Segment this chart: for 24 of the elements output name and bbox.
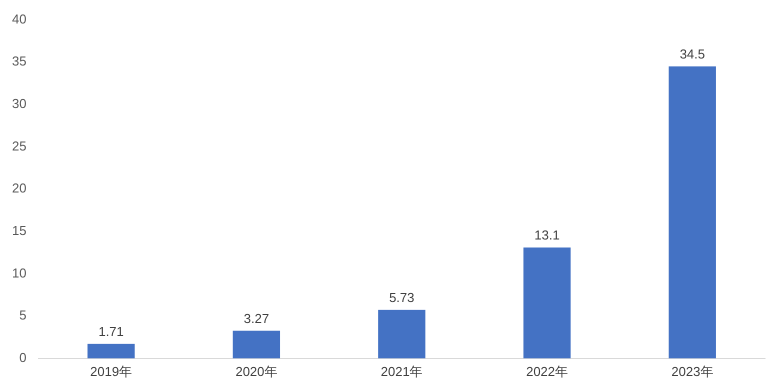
- x-tick-label: 2021年: [380, 364, 423, 379]
- data-label: 13.1: [534, 228, 560, 243]
- bar: [523, 248, 571, 358]
- data-label: 34.5: [680, 46, 705, 62]
- bar: [88, 344, 135, 358]
- data-label: 1.71: [98, 324, 124, 340]
- bar: [378, 310, 426, 358]
- y-tick-label: 0: [19, 350, 26, 365]
- y-tick-label: 5: [19, 308, 26, 323]
- y-tick-label: 10: [12, 265, 26, 280]
- x-tick-label: 2022年: [526, 364, 568, 379]
- x-tick-label: 2019年: [90, 364, 132, 379]
- bar: [668, 66, 716, 358]
- y-tick-label: 25: [12, 138, 26, 154]
- x-tick-label: 2020年: [235, 364, 278, 379]
- y-tick-label: 40: [12, 11, 26, 26]
- y-tick-label: 30: [12, 96, 26, 112]
- x-tick-label: 2023年: [671, 364, 714, 379]
- y-tick-label: 20: [12, 180, 26, 196]
- y-tick-label: 35: [12, 54, 26, 69]
- bar: [232, 330, 280, 358]
- data-label: 3.27: [244, 310, 270, 326]
- data-label: 5.73: [389, 290, 414, 305]
- y-tick-label: 15: [12, 223, 26, 238]
